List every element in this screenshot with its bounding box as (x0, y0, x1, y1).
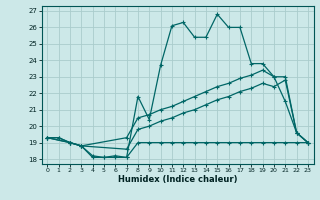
X-axis label: Humidex (Indice chaleur): Humidex (Indice chaleur) (118, 175, 237, 184)
